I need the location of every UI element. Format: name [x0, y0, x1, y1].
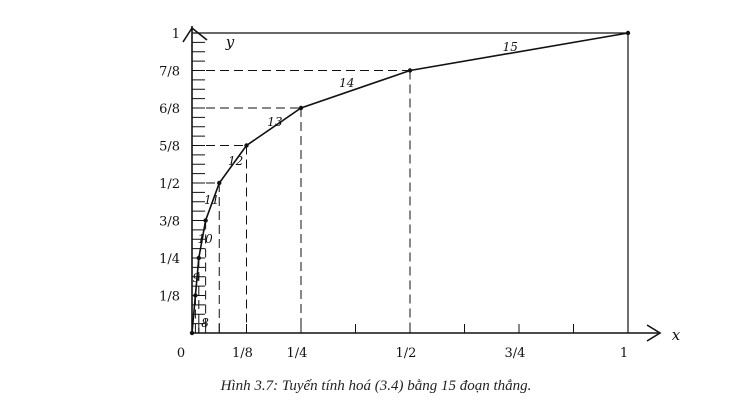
y-axis-label: y: [225, 33, 235, 51]
y-tick-label: 7/8: [159, 65, 180, 80]
breakpoint: [244, 143, 249, 148]
x-tick-label: 3/4: [505, 346, 526, 361]
x-tick-label: 1: [620, 346, 628, 361]
breakpoint: [625, 30, 631, 36]
x-axis-label: x: [672, 326, 681, 344]
y-tick-label: 3/8: [159, 215, 180, 230]
segment-label: 12: [228, 154, 243, 168]
breakpoint: [196, 255, 202, 261]
segment-label: 8: [201, 316, 209, 330]
y-tick-label: 1/2: [159, 177, 180, 192]
breakpoint: [203, 218, 208, 223]
x-tick-label: 1/4: [287, 346, 308, 361]
y-tick-label: 1/4: [159, 252, 180, 267]
y-tick-label: 1/8: [159, 290, 180, 305]
curve: [189, 30, 631, 336]
segment-label: 9: [193, 271, 201, 285]
breakpoint: [217, 180, 222, 186]
origin-label: 0: [177, 346, 185, 361]
y-axis-arrow: [182, 26, 208, 43]
segment-label: 11: [204, 193, 219, 207]
x-axis-arrow: [646, 324, 662, 342]
breakpoint: [193, 293, 198, 298]
x-tick-label: 1/8: [232, 346, 253, 361]
x-tick-label: 1/2: [396, 346, 417, 361]
breakpoint: [407, 68, 413, 73]
y-tick-label: 5/8: [159, 140, 180, 155]
y-tick-label: 1: [172, 27, 180, 42]
segment-label: 10: [197, 232, 213, 246]
segment-label: 15: [503, 40, 518, 54]
guide-lines: [192, 32, 628, 333]
segment-label: 14: [339, 76, 354, 90]
breakpoint: [189, 330, 195, 336]
figure-caption: Hình 3.7: Tuyến tính hoá (3.4) bằng 15 đ…: [220, 378, 532, 394]
labels: 1/81/43/81/25/86/87/811/8 1/4 1/2 3/4 10yx89…: [159, 27, 681, 361]
y-tick-label: 6/8: [159, 102, 180, 117]
segment-label: 13: [267, 115, 283, 129]
breakpoint: [298, 105, 304, 111]
axes: [182, 26, 662, 342]
